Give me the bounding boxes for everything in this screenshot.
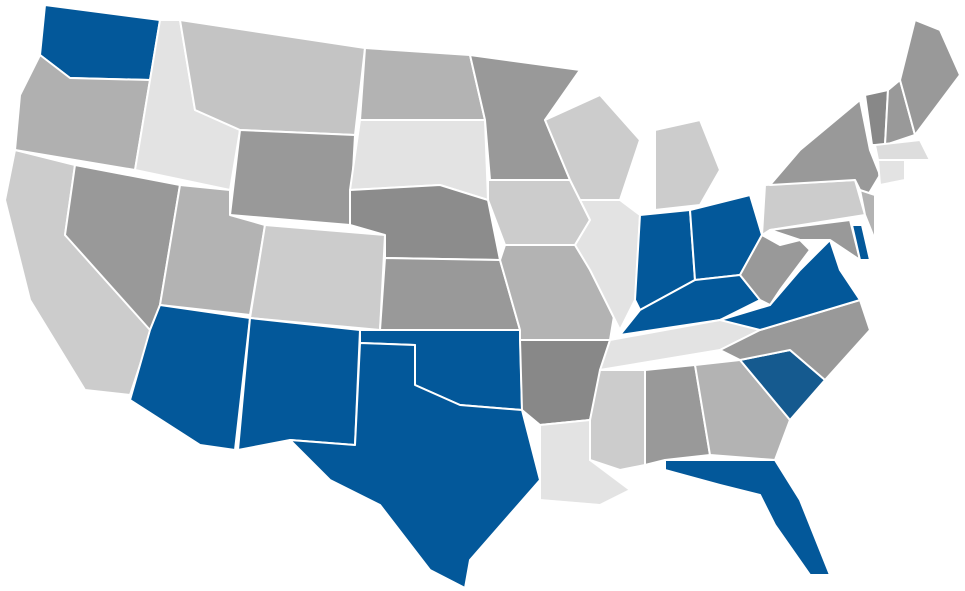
state [237,317,361,451]
state [859,189,876,241]
state [899,19,961,136]
state [769,99,881,201]
state [654,119,721,211]
state [289,342,541,589]
state [694,359,791,461]
state [877,159,906,186]
state [229,129,356,226]
state [249,224,386,331]
state [589,369,646,471]
state [851,224,871,261]
state [644,364,711,466]
states [4,4,961,589]
state [739,234,811,306]
state [359,47,486,121]
state [664,459,831,576]
state [761,179,866,236]
state [874,139,931,161]
state [574,199,641,331]
state [379,257,521,331]
state [769,219,861,261]
